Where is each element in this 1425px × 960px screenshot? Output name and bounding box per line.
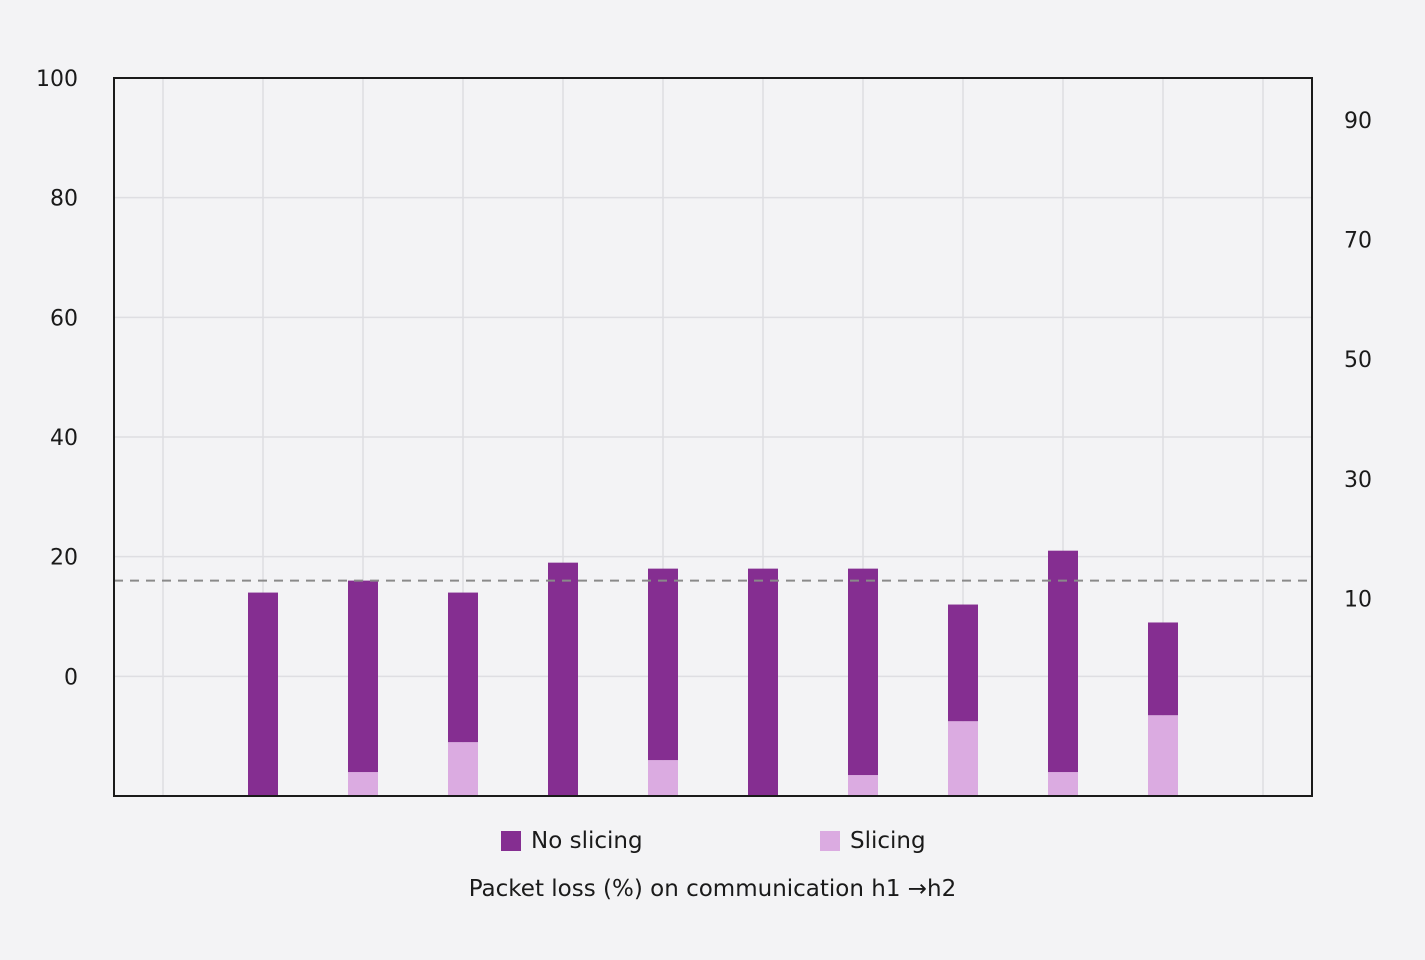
no-slicing-bar (748, 568, 778, 796)
left-tick-label: 60 (50, 306, 78, 331)
no-slicing-swatch (501, 831, 521, 851)
left-axis-ticks: 100 80 60 40 20 0 (36, 67, 78, 690)
slicing-bar (948, 721, 978, 796)
slicing-swatch (820, 831, 840, 851)
legend-label-no-slicing: No slicing (531, 828, 643, 854)
legend-item-slicing: Slicing (820, 828, 926, 854)
no-slicing-bar (1148, 622, 1178, 716)
grid-lines (114, 77, 1312, 796)
right-tick-label: 90 (1344, 109, 1372, 134)
right-tick-label: 70 (1344, 229, 1372, 254)
legend-item-no-slicing: No slicing (501, 828, 643, 854)
slicing-bar (448, 742, 478, 796)
right-tick-label: 30 (1344, 468, 1372, 493)
slicing-bar (648, 760, 678, 796)
legend-label-slicing: Slicing (850, 828, 926, 854)
no-slicing-bar (248, 592, 278, 796)
no-slicing-bar (448, 592, 478, 743)
bars (248, 550, 1178, 796)
slicing-bar (348, 772, 378, 796)
no-slicing-bar (548, 562, 578, 796)
right-tick-label: 10 (1344, 588, 1372, 613)
no-slicing-bar (1048, 550, 1078, 773)
right-tick-label: 50 (1344, 348, 1372, 373)
left-tick-label: 100 (36, 67, 78, 92)
slicing-bar (848, 775, 878, 796)
left-tick-label: 0 (64, 665, 78, 690)
left-tick-label: 80 (50, 187, 78, 212)
slicing-bar (1148, 715, 1178, 796)
left-tick-label: 40 (50, 426, 78, 451)
no-slicing-bar (948, 604, 978, 722)
x-axis-label: Packet loss (%) on communication h1 →h2 (468, 876, 957, 902)
right-axis-ticks: 90 70 50 30 10 (1344, 109, 1372, 613)
no-slicing-bar (648, 568, 678, 761)
no-slicing-bar (348, 580, 378, 773)
left-tick-label: 20 (50, 546, 78, 571)
slicing-bar (1048, 772, 1078, 796)
plot-frame (113, 77, 1313, 797)
no-slicing-bar (848, 568, 878, 776)
